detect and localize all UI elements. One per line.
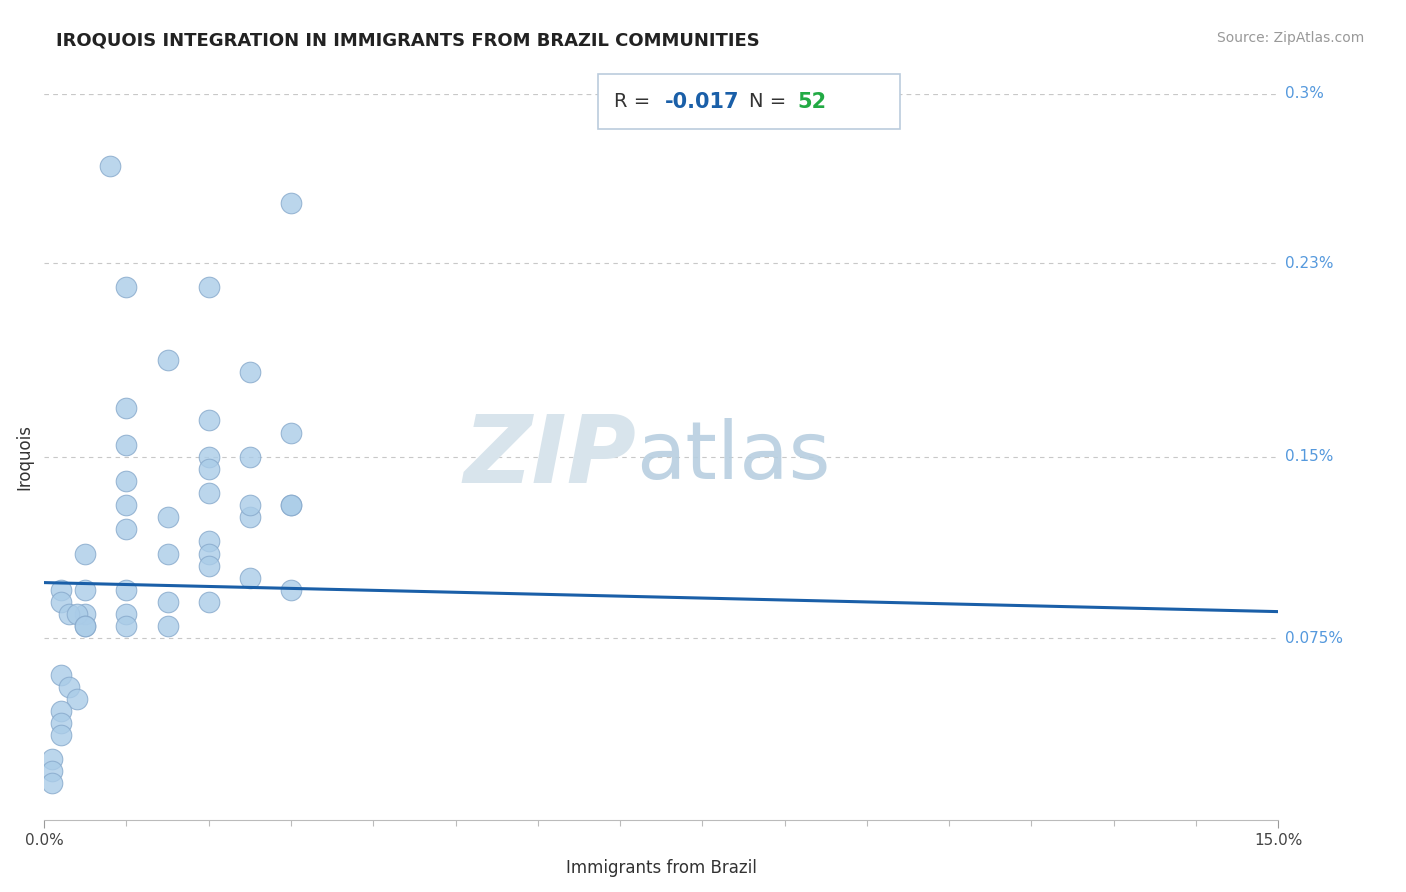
Point [58,607,80,621]
Point [49,728,72,742]
Point [156,595,179,609]
Point [156,547,179,561]
Point [49,704,72,718]
Point [239,510,262,524]
Text: atlas: atlas [637,417,831,496]
Text: 52: 52 [797,92,827,112]
Point [197,486,219,500]
Point [280,425,302,440]
Point [280,498,302,512]
Point [115,522,138,536]
Point [115,401,138,416]
Point [197,547,219,561]
Point [49,715,72,730]
Point [115,280,138,294]
Point [41,764,63,779]
Y-axis label: Iroquois: Iroquois [15,424,32,490]
Point [49,595,72,609]
Point [280,498,302,512]
X-axis label: Immigrants from Brazil: Immigrants from Brazil [565,859,756,877]
Text: N =: N = [749,92,793,112]
Point [75,607,97,621]
Point [58,680,80,694]
Point [115,619,138,633]
Text: ZIP: ZIP [464,411,637,503]
Point [115,438,138,452]
Text: Source: ZipAtlas.com: Source: ZipAtlas.com [1216,31,1364,45]
Point [156,510,179,524]
Point [197,462,219,476]
Point [239,498,262,512]
Point [41,776,63,790]
Point [75,547,97,561]
Point [66,691,89,706]
Point [197,413,219,427]
Point [197,595,219,609]
Text: 0.15%: 0.15% [1285,450,1333,464]
Point [197,450,219,464]
Point [75,619,97,633]
Point [239,365,262,379]
Point [98,160,121,174]
Point [280,582,302,597]
Point [156,619,179,633]
Point [41,752,63,766]
Point [239,571,262,585]
Point [197,280,219,294]
Point [49,667,72,681]
Point [75,619,97,633]
Point [197,558,219,573]
Point [66,607,89,621]
Point [115,498,138,512]
Point [197,534,219,549]
Point [115,582,138,597]
Point [280,195,302,210]
Text: 0.075%: 0.075% [1285,631,1343,646]
Point [49,582,72,597]
Text: -0.017: -0.017 [665,92,740,112]
Point [115,474,138,488]
Point [156,353,179,368]
Text: 0.3%: 0.3% [1285,87,1323,102]
Point [239,450,262,464]
Text: 0.23%: 0.23% [1285,256,1333,270]
Text: R =: R = [614,92,657,112]
Point [115,607,138,621]
Text: IROQUOIS INTEGRATION IN IMMIGRANTS FROM BRAZIL COMMUNITIES: IROQUOIS INTEGRATION IN IMMIGRANTS FROM … [56,31,761,49]
Point [75,582,97,597]
